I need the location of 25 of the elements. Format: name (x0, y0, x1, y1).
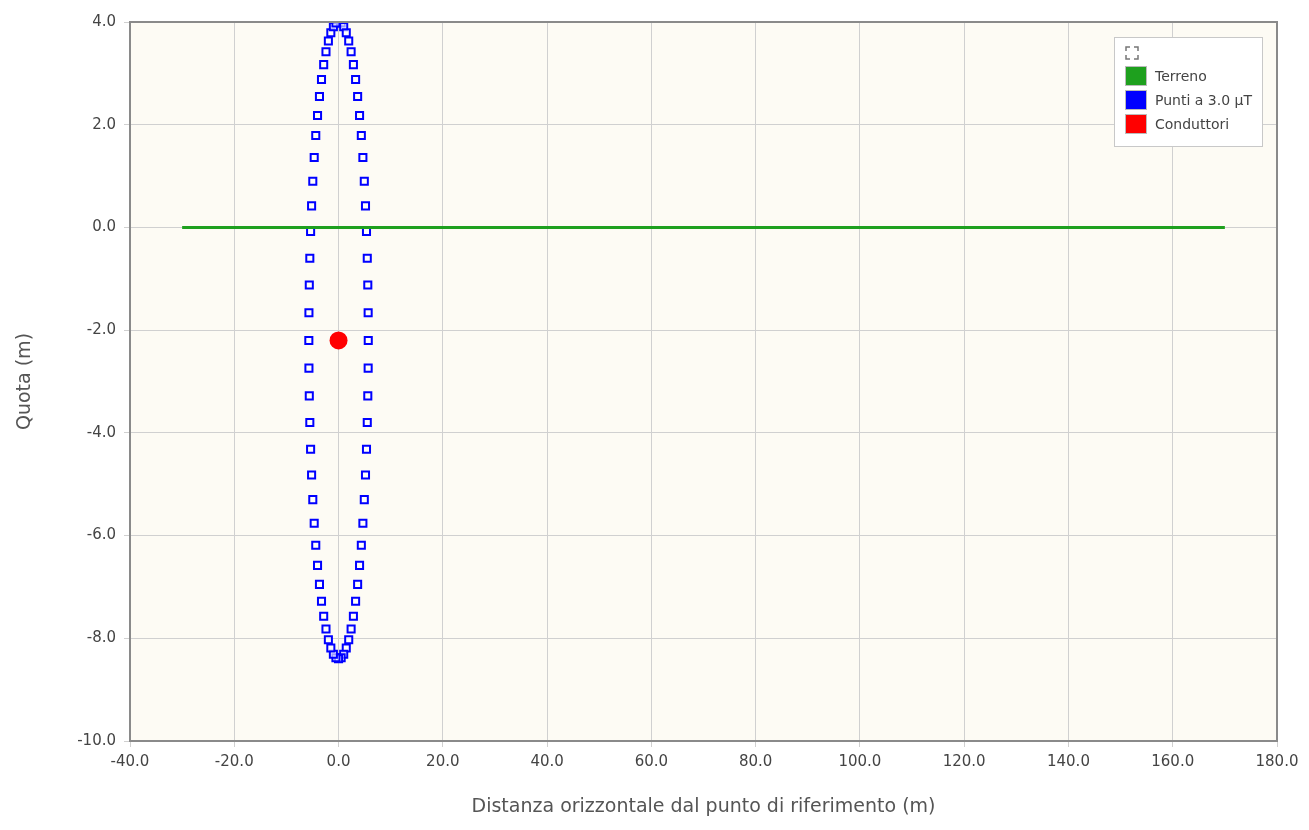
x-tick-label: 100.0 (838, 751, 882, 770)
x-tick-label: 180.0 (1255, 751, 1299, 770)
x-tick-label: 140.0 (1046, 751, 1090, 770)
x-tick-label: 0.0 (326, 751, 351, 770)
legend-label: Punti a 3.0 μT (1155, 92, 1252, 108)
x-tick-label: 80.0 (738, 751, 773, 770)
x-tick-label: 120.0 (942, 751, 986, 770)
x-tick-label: 20.0 (426, 751, 460, 770)
y-tick-label: -4.0 (86, 422, 116, 441)
x-tick-label: 60.0 (634, 751, 669, 770)
y-tick-label: 4.0 (92, 11, 116, 30)
legend-label: Terreno (1155, 68, 1207, 84)
y-tick-label: -8.0 (86, 628, 116, 647)
x-tick-label: 160.0 (1151, 751, 1195, 770)
x-axis-title: Distanza orizzontale dal punto di riferimento (m) (471, 793, 936, 816)
x-tick-label: 40.0 (530, 751, 564, 770)
y-tick-label: -6.0 (86, 525, 116, 544)
x-tick-label: -40.0 (110, 751, 150, 770)
legend-label: Conduttori (1155, 116, 1230, 132)
y-axis-title: Quota (m) (12, 332, 35, 431)
y-tick-label: -10.0 (77, 730, 116, 749)
x-tick-label: -20.0 (214, 751, 254, 770)
y-tick-label: 2.0 (92, 114, 116, 133)
y-tick-label: 0.0 (92, 217, 116, 236)
y-tick-label: -2.0 (86, 320, 116, 339)
